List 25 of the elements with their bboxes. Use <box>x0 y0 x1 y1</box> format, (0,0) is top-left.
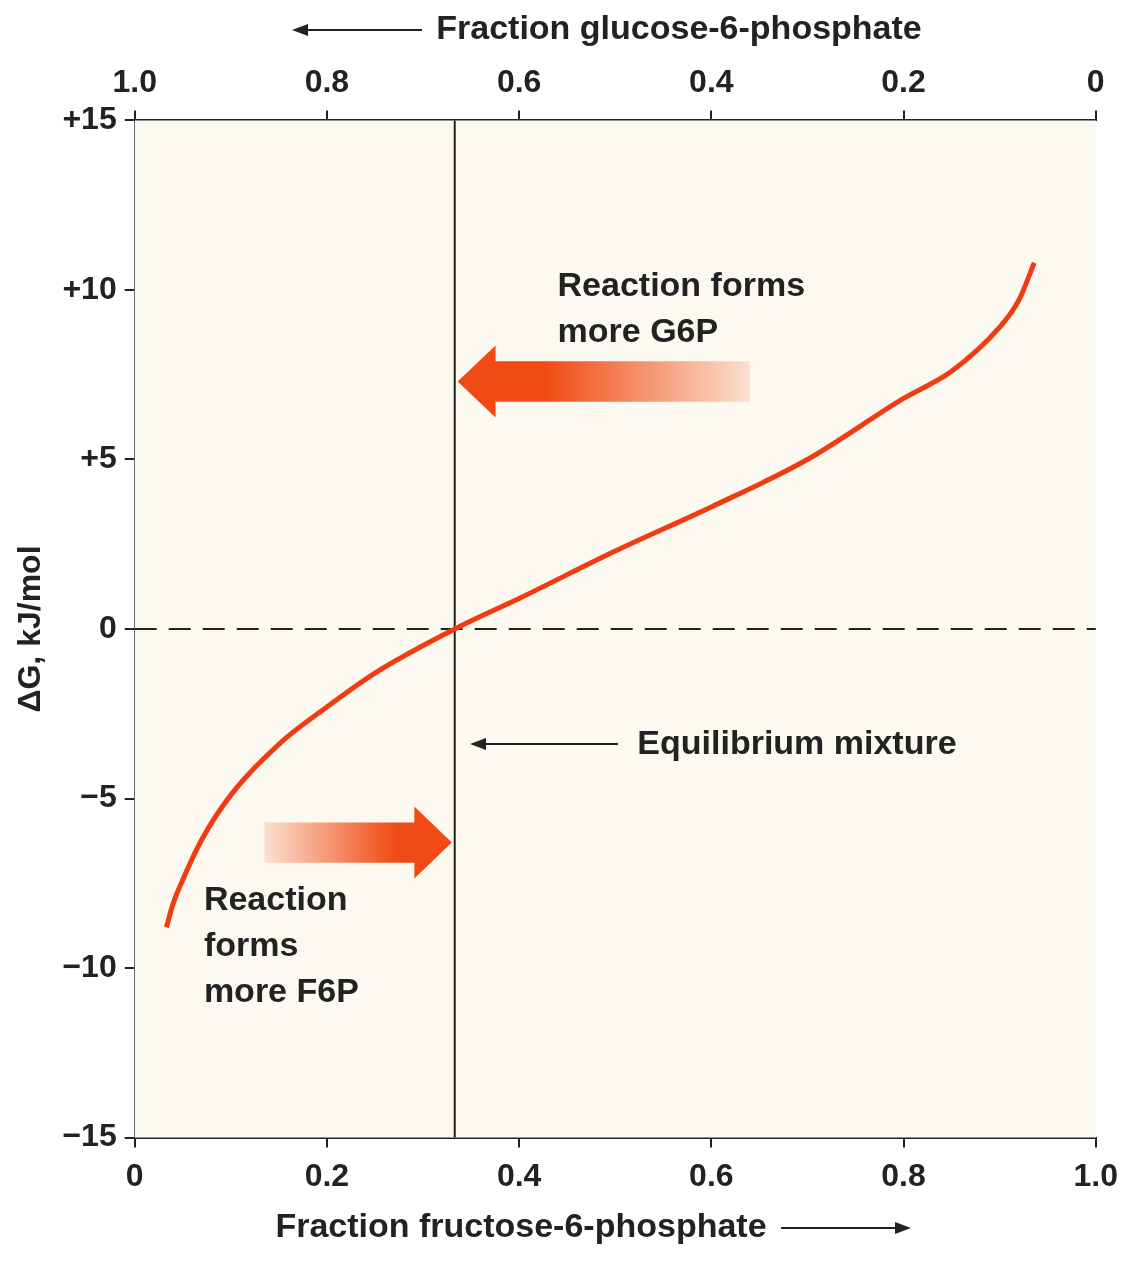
x-tick-label: 0.4 <box>496 1156 542 1193</box>
x2-tick-label: 0 <box>1086 63 1105 100</box>
x-axis-title: Fraction fructose-6-phosphate <box>274 1206 768 1245</box>
y-tick-label: −5 <box>80 778 117 815</box>
x2-tick-label: 0.4 <box>689 63 734 100</box>
annotation: Reaction forms more G6P <box>557 264 806 349</box>
x-tick-label: 0.8 <box>881 1156 926 1193</box>
x-tick-label: 1.0 <box>1073 1156 1118 1193</box>
x-tick-label: 0 <box>125 1156 144 1193</box>
y-tick-label: 0 <box>98 608 117 645</box>
annotation: Reaction forms more F6P <box>203 878 359 1009</box>
y-tick-label: −15 <box>62 1117 117 1154</box>
x-tick-label: 0.6 <box>689 1156 734 1193</box>
x2-tick-label: 1.0 <box>112 63 157 100</box>
y-tick-label: −10 <box>62 947 117 984</box>
x2-tick-label: 0.6 <box>496 63 542 100</box>
ref-line-label: Equilibrium mixture <box>637 722 957 761</box>
x2-tick-label: 0.8 <box>304 63 350 100</box>
x2-tick-label: 0.2 <box>881 63 926 100</box>
y-tick-label: +15 <box>62 100 117 137</box>
x-tick-label: 0.2 <box>304 1156 350 1193</box>
y-tick-label: +5 <box>80 439 117 476</box>
y-tick-label: +10 <box>62 269 117 306</box>
x2-axis-title: Fraction glucose-6-phosphate <box>435 8 923 48</box>
y-axis-title: ΔG, kJ/mol <box>11 545 48 713</box>
